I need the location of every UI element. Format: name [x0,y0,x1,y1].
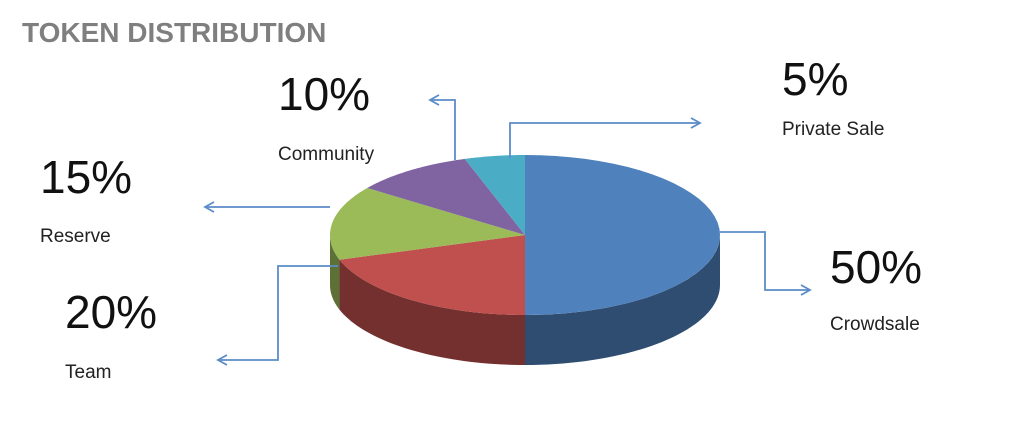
value-label: 15% [40,151,132,203]
slice-side [339,259,525,365]
leader-arrow [509,117,702,158]
slice-side [525,235,720,365]
leader-arrow [216,265,338,366]
slice-side [330,235,340,310]
chart-title: TOKEN DISTRIBUTION [22,17,326,48]
value-label: 50% [830,241,922,293]
value-label: 10% [278,68,370,120]
category-label: Community [278,144,375,165]
category-label: Reserve [40,226,111,247]
slice [367,158,525,235]
category-label: Crowdsale [830,314,920,335]
slice [464,155,525,235]
category-label: Team [65,362,111,383]
value-label: 5% [782,53,848,105]
slice [525,155,720,315]
slice [339,235,525,315]
leader-arrow [428,94,456,160]
value-label: 20% [65,286,157,338]
slice [330,187,525,260]
category-label: Private Sale [782,119,884,140]
leader-arrow [718,231,812,296]
